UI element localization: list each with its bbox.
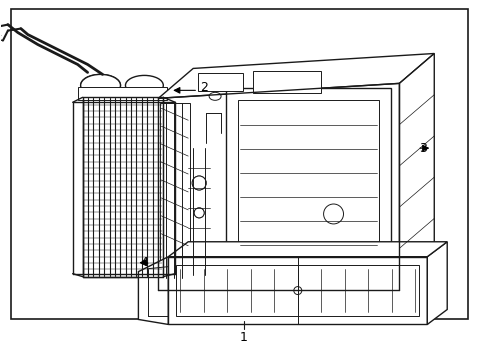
Ellipse shape xyxy=(209,92,221,100)
Ellipse shape xyxy=(81,75,120,96)
Bar xyxy=(176,265,419,316)
Text: 4: 4 xyxy=(140,256,148,269)
Bar xyxy=(225,88,390,282)
Bar xyxy=(168,257,427,324)
Bar xyxy=(238,100,379,270)
Bar xyxy=(82,97,163,276)
Bar xyxy=(198,73,243,91)
Polygon shape xyxy=(158,54,433,98)
Text: 1: 1 xyxy=(240,331,247,344)
Polygon shape xyxy=(427,242,447,324)
Polygon shape xyxy=(138,257,168,324)
Ellipse shape xyxy=(293,287,301,294)
Ellipse shape xyxy=(323,204,343,224)
Text: 2: 2 xyxy=(200,81,207,94)
Polygon shape xyxy=(168,242,447,257)
Ellipse shape xyxy=(125,75,163,95)
Polygon shape xyxy=(399,54,433,289)
Text: 3: 3 xyxy=(419,141,427,155)
Bar xyxy=(11,9,467,319)
Polygon shape xyxy=(78,87,167,100)
Ellipse shape xyxy=(192,176,206,190)
Bar xyxy=(160,103,190,275)
Bar xyxy=(252,71,320,93)
Ellipse shape xyxy=(194,208,203,218)
